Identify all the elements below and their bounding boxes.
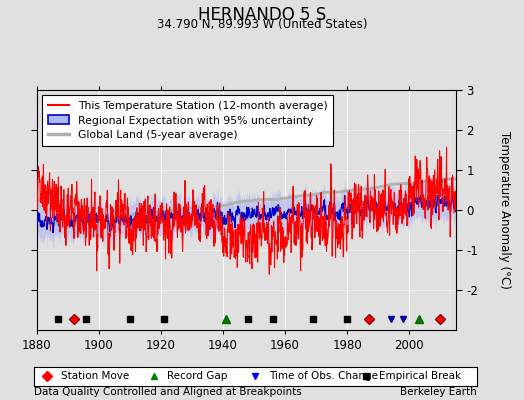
Text: Berkeley Earth: Berkeley Earth <box>400 387 477 397</box>
Text: 34.790 N, 89.993 W (United States): 34.790 N, 89.993 W (United States) <box>157 18 367 31</box>
Text: HERNANDO 5 S: HERNANDO 5 S <box>198 6 326 24</box>
Text: Record Gap: Record Gap <box>167 371 227 382</box>
Legend: This Temperature Station (12-month average), Regional Expectation with 95% uncer: This Temperature Station (12-month avera… <box>42 96 333 146</box>
Text: Empirical Break: Empirical Break <box>379 371 462 382</box>
Text: Data Quality Controlled and Aligned at Breakpoints: Data Quality Controlled and Aligned at B… <box>34 387 302 397</box>
Y-axis label: Temperature Anomaly (°C): Temperature Anomaly (°C) <box>498 131 510 289</box>
Text: Station Move: Station Move <box>61 371 129 382</box>
Text: Time of Obs. Change: Time of Obs. Change <box>269 371 378 382</box>
